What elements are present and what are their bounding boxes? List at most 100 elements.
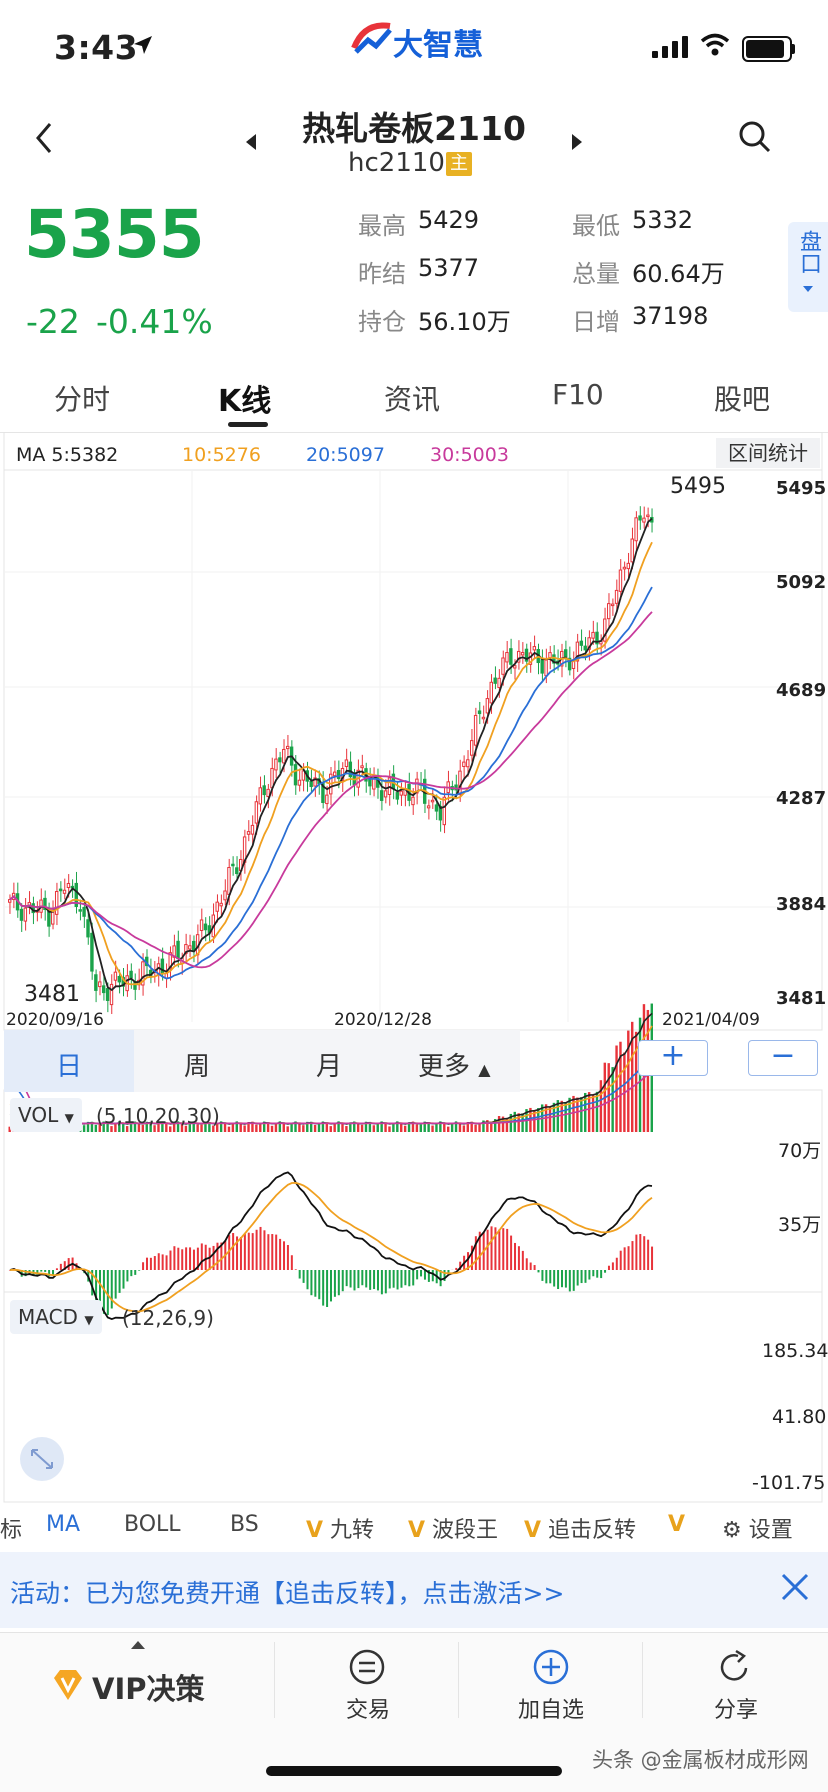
indicator-tab-jiuzhuan[interactable]: V 九转 (306, 1512, 374, 1544)
candle-body (251, 825, 253, 834)
candle-body (220, 903, 222, 905)
candle-body (20, 909, 22, 920)
zoom-in-button[interactable]: + (638, 1040, 708, 1076)
tab-kline[interactable]: K线 (218, 376, 271, 420)
next-contract-icon[interactable] (570, 132, 584, 152)
home-indicator (266, 1766, 562, 1776)
macd-params: (12,26,9) (122, 1306, 214, 1330)
macd-bar (420, 1270, 422, 1276)
add-watchlist-icon[interactable] (532, 1648, 570, 1686)
x-tick: 2021/04/09 (662, 1010, 760, 1030)
price-change-pct: -0.41% (96, 302, 213, 341)
indicator-tab-boduanwang[interactable]: V 波段王 (408, 1512, 498, 1544)
macd-bar (651, 1247, 653, 1270)
candle-body (326, 795, 328, 803)
prev-contract-icon[interactable] (244, 132, 258, 152)
vol-label: VOL (18, 1103, 58, 1127)
pankou-button[interactable]: 盘口 (788, 222, 828, 312)
trade-icon[interactable] (348, 1648, 386, 1686)
vip-decision-button[interactable]: VIP决策 (92, 1666, 205, 1708)
candle-body (396, 793, 398, 800)
x-tick: 2020/12/28 (334, 1010, 432, 1030)
macd-bar (299, 1270, 301, 1279)
period-more[interactable]: 更多 ▲ (418, 1046, 491, 1083)
settings-button[interactable]: ⚙ 设置 (722, 1512, 793, 1544)
vol-selector[interactable]: VOL ▼ (10, 1098, 82, 1132)
candle-body (67, 883, 69, 887)
indicator-tab-more-v[interactable]: V (668, 1512, 685, 1537)
trade-label[interactable]: 交易 (346, 1692, 390, 1724)
macd-bar (600, 1270, 602, 1278)
macd-bar (397, 1270, 399, 1289)
caret-down-icon: ▼ (65, 1111, 74, 1125)
stat-volume-label: 总量 (572, 254, 620, 289)
volume-bar (388, 1126, 390, 1132)
indicator-tab-boll[interactable]: BOLL (124, 1512, 181, 1537)
volume-bar (572, 1096, 574, 1132)
macd-selector[interactable]: MACD ▼ (10, 1300, 102, 1334)
y-tick: 4689 (776, 680, 826, 701)
stat-daily-change-value: 37198 (632, 302, 708, 330)
volume-bar (400, 1123, 402, 1132)
promo-banner-text[interactable]: 活动：已为您免费开通【追击反转】，点击激活>> (10, 1574, 564, 1610)
macd-bar (111, 1270, 113, 1309)
indicator-tab-zhuiji[interactable]: V 追击反转 (524, 1512, 636, 1544)
caret-up-icon[interactable] (130, 1640, 146, 1650)
period-day[interactable]: 日 (56, 1046, 82, 1083)
add-watchlist-label[interactable]: 加自选 (518, 1692, 584, 1724)
indicator-tab-partial[interactable]: 标 (0, 1512, 22, 1544)
candle-body (592, 632, 594, 638)
ma5-legend: MA 5:5382 (16, 444, 118, 466)
macd-bar (506, 1229, 508, 1270)
macd-bar (173, 1246, 175, 1270)
active-tab-indicator (228, 422, 268, 427)
share-label[interactable]: 分享 (714, 1692, 758, 1724)
candle-body (412, 797, 414, 804)
macd-bar (365, 1270, 367, 1287)
candle-body (236, 868, 238, 874)
contract-code: hc2110 (348, 148, 445, 178)
tab-label: 九转 (330, 1518, 374, 1543)
macd-bar (318, 1270, 320, 1299)
macd-bar (400, 1270, 402, 1288)
candle-body (545, 660, 547, 676)
indicator-tab-bs[interactable]: BS (230, 1512, 259, 1537)
stat-high-label: 最高 (358, 206, 406, 241)
candle-body (380, 791, 382, 801)
volume-bar (478, 1124, 480, 1132)
indicator-tab-ma[interactable]: MA (46, 1512, 80, 1537)
volume-bar (373, 1125, 375, 1132)
period-week[interactable]: 周 (184, 1046, 210, 1083)
zoom-out-button[interactable]: − (748, 1040, 818, 1076)
stat-volume-value: 60.64万 (632, 254, 725, 289)
macd-bar (260, 1227, 262, 1270)
macd-bar (389, 1270, 391, 1288)
period-month[interactable]: 月 (316, 1046, 342, 1083)
kline-chart[interactable] (0, 432, 828, 1510)
candle-body (110, 984, 112, 1004)
tab-forum[interactable]: 股吧 (714, 378, 770, 418)
close-icon[interactable] (780, 1572, 810, 1602)
wifi-icon (700, 32, 730, 58)
pankou-label: 盘口 (789, 230, 827, 274)
macd-bar (491, 1226, 493, 1270)
macd-bar (498, 1229, 500, 1270)
range-stat-button[interactable]: 区间统计 (716, 438, 820, 468)
volume-bar (275, 1123, 277, 1132)
share-icon[interactable] (716, 1648, 754, 1686)
back-chevron-icon[interactable] (32, 120, 56, 156)
search-icon[interactable] (738, 120, 772, 154)
volume-bar (420, 1125, 422, 1132)
tab-f10[interactable]: F10 (552, 378, 604, 411)
tab-news[interactable]: 资讯 (384, 378, 440, 418)
candle-body (400, 791, 402, 795)
macd-bar (639, 1234, 641, 1270)
tab-fenshi[interactable]: 分时 (54, 378, 110, 418)
macd-bar (518, 1246, 520, 1270)
macd-bar (608, 1266, 610, 1270)
candle-body (623, 567, 625, 569)
macd-bar (545, 1270, 547, 1283)
volume-bar (298, 1124, 300, 1132)
volume-bar (490, 1123, 492, 1132)
candle-body (102, 986, 104, 993)
